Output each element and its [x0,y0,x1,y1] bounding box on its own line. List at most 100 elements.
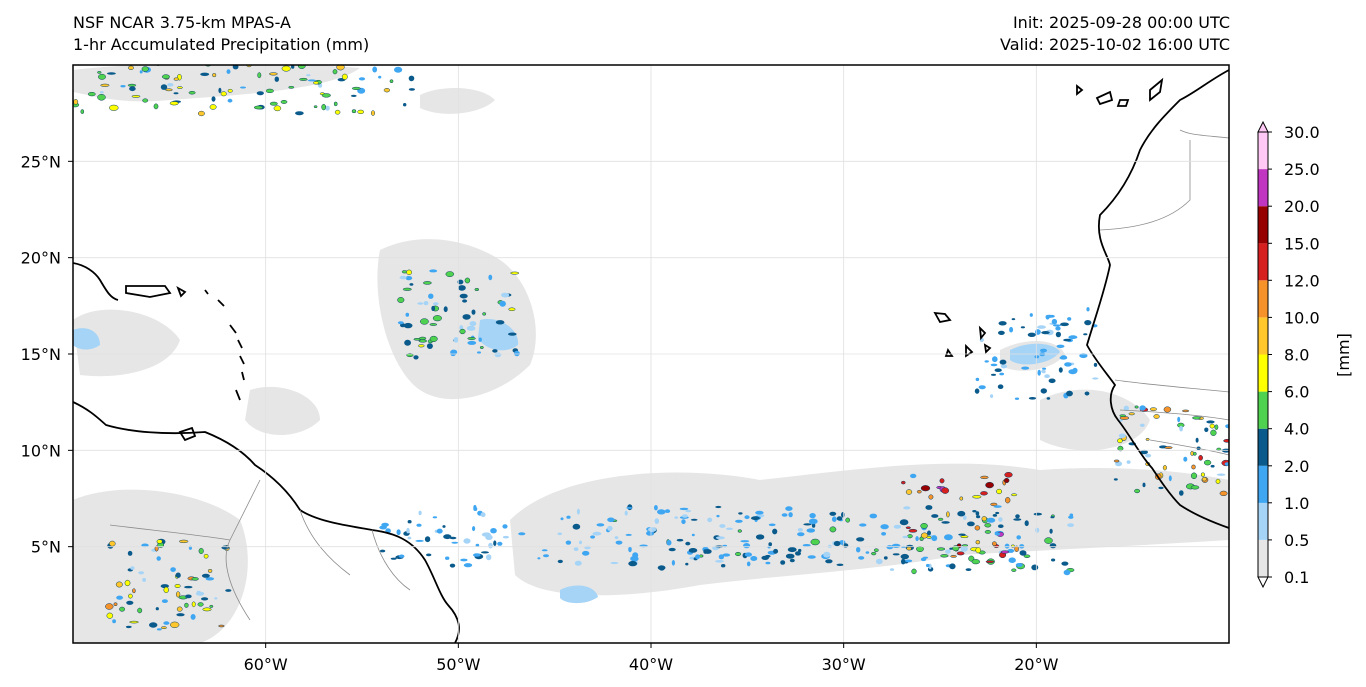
precip-cell [173,92,179,95]
precip-cell [931,514,939,518]
precip-cell [859,523,867,527]
precip-cell [119,606,126,612]
precip-cell [109,540,116,547]
precip-cell [1145,437,1150,441]
precip-cell [832,516,837,522]
precip-cell [1067,523,1074,527]
precip-cell [418,336,427,341]
precip-cell [462,299,468,303]
precip-cell [394,66,403,73]
precip-cell [944,534,953,541]
precip-cell [856,546,861,553]
precip-cell [155,607,159,611]
canary-islands [1076,77,1164,107]
precip-cell [341,73,348,80]
precip-cell [207,568,213,573]
precip-cell [1059,356,1068,360]
precip-cell [1011,568,1017,572]
precip-cell [97,71,102,74]
precip-cell [313,105,318,109]
precip-cell [614,536,619,540]
precip-cell [202,607,212,612]
colorbar-segment [1258,132,1268,170]
greater-antilles-coastline [73,262,119,301]
precip-cell [459,293,468,299]
precip-cell [129,86,136,92]
precip-cell [499,300,506,307]
precip-cell [972,510,977,513]
precip-cell [1190,485,1200,490]
precip-cell [449,536,457,540]
colorbar-segment [1258,465,1268,503]
precip-cell [99,91,104,94]
precip-cell [910,473,917,479]
colorbar: 0.1 0.5 1.0 2.0 4.0 6.0 8.0 10.0 12.0 15.0 20.0 25.… [1257,120,1353,589]
precip-cell [333,101,338,107]
precip-cell [120,85,126,88]
precip-cell [871,551,877,556]
precip-cell [508,332,517,336]
precip-cell [107,72,116,75]
precip-cell [992,514,998,517]
precip-cell [574,560,582,566]
precip-cell [537,557,541,560]
precip-cell [823,551,831,558]
precip-cell [780,560,786,565]
precip-cell [109,104,119,111]
precip-cell [413,355,419,360]
precip-cell [664,509,671,513]
precip-cell [985,481,994,489]
colorbar-segment [1258,280,1268,318]
precip-cell [999,372,1005,376]
precip-cell [915,536,919,542]
precip-cell [984,523,992,528]
precip-cell [464,277,471,284]
puerto-rico-island [125,285,172,298]
precip-cell [149,622,158,628]
precip-cell [396,529,401,536]
precip-cell [1055,331,1061,338]
precip-cell [46,54,50,56]
precip-cell [0,61,3,67]
precip-cell [1191,464,1196,470]
precip-cell [428,293,434,299]
precip-cell [658,565,665,571]
precip-cell [398,554,405,558]
precip-cell [497,541,503,546]
precip-cell [379,549,386,553]
precip-cell [1083,333,1088,336]
precip-cell [481,551,489,554]
precip-cell [1050,516,1055,519]
precip-cell [200,72,210,77]
precip-cell [459,325,464,331]
lesser-antilles-islands [204,289,245,401]
precip-cell [486,554,492,561]
precip-cell [928,494,934,500]
precip-cell [1164,446,1173,449]
precip-cell [990,363,998,367]
precip-cell [397,297,405,303]
precip-cell [265,88,274,94]
precip-cell [98,73,106,80]
precip-cell [460,558,468,562]
precip-cell [541,549,548,552]
precip-cell [1225,424,1229,429]
south-america-convection [105,538,232,631]
precip-cell [991,541,997,547]
precip-cell [1008,557,1016,563]
precip-cell [1000,364,1008,369]
precip-cell [715,560,724,563]
precip-cell [1011,318,1016,321]
init-time: Init: 2025-09-28 00:00 UTC [1012,13,1230,32]
precip-cell [379,525,387,530]
precip-cell [718,554,725,560]
precip-cell [399,275,407,280]
precip-cell [493,540,497,546]
precip-cell [418,344,425,348]
precip-cell [991,373,996,376]
precip-cell [901,558,906,565]
precip-cell [676,538,684,542]
precip-cell [426,343,433,349]
precip-cell [518,532,526,536]
